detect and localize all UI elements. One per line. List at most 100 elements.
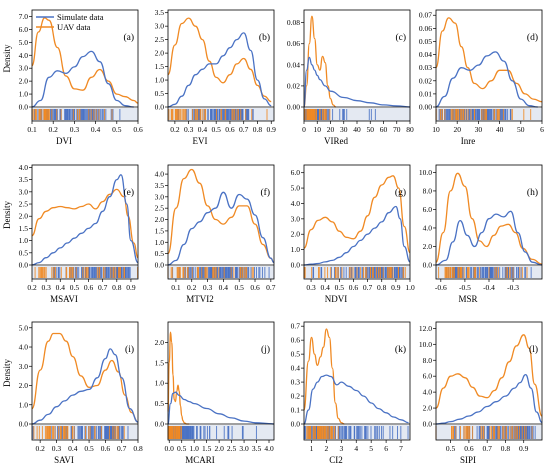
y-tick-label: 8.0: [423, 186, 433, 195]
y-tick-label: 3.0: [19, 187, 29, 196]
y-tick-label: 1.0: [155, 76, 165, 85]
x-tick-label: 70: [393, 125, 401, 134]
x-tick-label: 1: [310, 444, 314, 453]
rug-ticks: [167, 267, 270, 278]
density-panel-10: 0.00.51.01.52.00.0 0.5 1.0 1.5 2.0 2.5 3.0 3.5 4…: [155, 321, 275, 465]
y-tick-label: 1.0: [291, 245, 301, 254]
y-tick-label: 1.5: [19, 224, 29, 233]
simulate-density-line: [303, 374, 409, 425]
x-tick-label: 0.6: [101, 444, 111, 453]
rug-ticks: [438, 267, 532, 278]
y-tick-label: 4.0: [19, 51, 29, 60]
y-tick-label: 0.0: [423, 261, 433, 270]
y-tick-label: 4.0: [423, 223, 433, 232]
x-tick-label: 0.3: [203, 283, 213, 292]
simulate-density-line: [31, 348, 139, 425]
x-tick-label: 60: [380, 125, 388, 134]
x-tick-label: 0.5: [70, 283, 80, 292]
x-tick-label: 0.5: [177, 444, 187, 453]
y-tick-label: 2.5: [19, 200, 29, 209]
y-tick-label: 1.5: [155, 62, 165, 71]
x-tick-label: -0.4: [483, 283, 495, 292]
uav-density-line: [31, 188, 139, 259]
y-tick-label: 0.3: [291, 378, 301, 387]
y-tick-label: 4.0: [291, 199, 301, 208]
rug-ticks: [31, 109, 121, 120]
x-tick-label: 0.3: [41, 283, 51, 292]
panel-label: (e): [123, 187, 134, 198]
rug-ticks: [303, 267, 406, 278]
x-tick-label: 1.0: [190, 444, 200, 453]
x-tick-label: 7: [399, 444, 403, 453]
x-tick-label: 0.8: [253, 125, 263, 134]
plot-frame: [435, 321, 543, 441]
x-axis-label: EVI: [193, 136, 208, 146]
uav-density-line: [303, 328, 345, 425]
simulate-density-line: [31, 50, 134, 108]
x-tick-label: 2.0: [214, 444, 224, 453]
uav-density-line: [31, 332, 139, 423]
plot-frame: [303, 321, 411, 441]
x-tick-label: 0.5: [335, 283, 345, 292]
density-panel-12: 0.0 2.0 4.0 6.0 8.0 10.0 12.0 0.5 0.6 0.7 0.8 0.9 (l…: [419, 321, 543, 465]
plot-frame: [167, 9, 275, 122]
x-tick-label: -0.6: [435, 283, 447, 292]
y-tick-label: 10.0: [419, 340, 432, 349]
y-tick-label: 0.5: [155, 89, 165, 98]
x-tick-label: 0.0: [165, 444, 175, 453]
plot-frame: [303, 9, 411, 122]
uav-density-line: [303, 175, 411, 254]
x-tick-label: 0.2: [187, 283, 197, 292]
legend-label: UAV data: [57, 22, 91, 32]
x-tick-label: -0.3: [507, 283, 519, 292]
rug-ticks: [32, 426, 129, 439]
y-tick-label: 0.03: [419, 63, 432, 72]
y-tick-label: 5.0: [291, 184, 301, 193]
density-panel-3: 0.00 0.02 0.04 0.06 0.08 0 10 20 30 40 50 60 70 80 (c)…: [287, 9, 414, 146]
y-tick-label: 0.0: [155, 261, 165, 270]
x-tick-label: 0.4: [219, 283, 229, 292]
uav-density-line: [167, 17, 272, 103]
rug-ticks: [435, 426, 536, 439]
y-tick-label: 4.0: [155, 170, 165, 179]
y-tick-label: 6.0: [423, 372, 433, 381]
simulate-density-line: [435, 51, 538, 108]
x-tick-label: 40: [496, 125, 504, 134]
y-axis-label: Density: [2, 359, 12, 387]
y-tick-label: 0.0: [19, 420, 29, 429]
x-tick-label: 0.6: [133, 125, 143, 134]
y-tick-label: 6.0: [423, 205, 433, 214]
x-axis-label: Inre: [461, 136, 476, 146]
y-tick-label: 1.5: [155, 358, 165, 367]
x-axis-label: SAVI: [54, 455, 74, 465]
y-tick-label: 2.5: [155, 35, 165, 44]
uav-density-line: [435, 172, 543, 265]
y-tick-label: 4.0: [423, 388, 433, 397]
x-tick-label: 0.7: [266, 283, 276, 292]
x-tick-label: 2: [325, 444, 329, 453]
plot-frame: [435, 164, 543, 280]
x-axis-label: CI2: [329, 455, 343, 465]
panel-label: (d): [527, 32, 538, 43]
x-tick-label: 0.6: [250, 283, 260, 292]
rug-ticks: [435, 109, 532, 120]
x-axis-label: DVI: [56, 136, 72, 146]
simulate-density-line: [303, 205, 411, 266]
y-tick-label: 4.0: [19, 163, 29, 172]
uav-density-line: [31, 17, 139, 104]
rug-strip: [304, 108, 410, 121]
density-panel-5: 0.0 0.5 1.0 1.5 2.0 2.5 3.0 3.5 4.0 0.2 0.3 0.4 0.5 0…: [2, 163, 139, 304]
x-tick-label: 50: [367, 125, 375, 134]
x-tick-label: 6: [540, 125, 544, 134]
panel-label: (g): [395, 187, 406, 198]
x-tick-label: 0.7: [239, 125, 249, 134]
y-tick-label: 2.0: [19, 381, 29, 390]
x-tick-label: 0.8: [133, 444, 143, 453]
y-tick-label: 3.5: [155, 8, 165, 17]
density-panel-9: 0.0 1.0 2.0 3.0 4.0 5.0 0.2 0.3 0.4 0.5 0.6 0.7 0.8 (…: [2, 321, 143, 465]
y-tick-label: 3.0: [155, 22, 165, 31]
y-tick-label: 0.00: [419, 103, 432, 112]
panel-label: (a): [123, 32, 134, 43]
y-tick-label: 0.0: [291, 420, 301, 429]
x-tick-label: 0.9: [519, 444, 529, 453]
